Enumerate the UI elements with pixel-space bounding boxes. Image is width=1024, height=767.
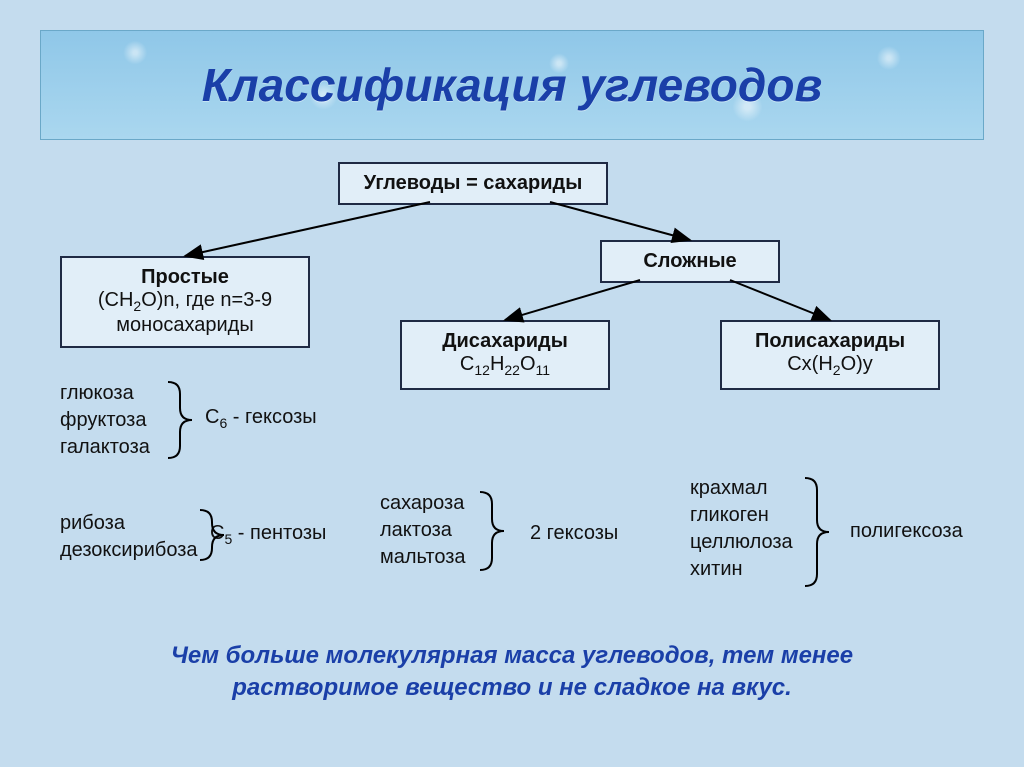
node-poly-line2: Cx(H2O)y (736, 353, 924, 378)
node-di-line1: Дисахариды (416, 330, 594, 353)
hexoses-list: глюкозафруктозагалактоза (60, 380, 150, 461)
footer-line2: растворимое вещество и не сладкое на вку… (0, 672, 1024, 704)
title-banner: Классификация углеводов (40, 30, 984, 140)
disaccharide-examples-list: сахарозалактозамальтоза (380, 490, 466, 571)
disaccharide-group-label: 2 гексозы (530, 520, 618, 547)
node-di-line2: C12H22O11 (416, 353, 594, 378)
node-root: Углеводы = сахариды (338, 162, 608, 205)
node-root-text: Углеводы = сахариды (364, 172, 583, 194)
node-simple-line3: моносахариды (76, 314, 294, 337)
node-complex-text: Сложные (643, 250, 736, 272)
node-complex: Сложные (600, 240, 780, 283)
footer-note: Чем больше молекулярная масса углеводов,… (0, 640, 1024, 705)
node-simple-line1: Простые (76, 266, 294, 289)
node-disaccharides: Дисахариды C12H22O11 (400, 320, 610, 390)
node-polysaccharides: Полисахариды Cx(H2O)y (720, 320, 940, 390)
pentoses-list: рибозадезоксирибоза (60, 510, 198, 564)
footer-line1: Чем больше молекулярная масса углеводов,… (0, 640, 1024, 672)
polysaccharide-group-label: полигексоза (850, 518, 963, 545)
hexoses-label: C6 - гексозы (205, 404, 317, 433)
pentoses-label: C5 - пентозы (210, 520, 326, 549)
node-simple: Простые (CH2O)n, где n=3-9 моносахариды (60, 256, 310, 348)
page-title: Классификация углеводов (202, 58, 822, 112)
polysaccharide-examples-list: крахмалгликогенцеллюлозахитин (690, 475, 793, 583)
node-poly-line1: Полисахариды (736, 330, 924, 353)
node-simple-line2: (CH2O)n, где n=3-9 (76, 289, 294, 314)
